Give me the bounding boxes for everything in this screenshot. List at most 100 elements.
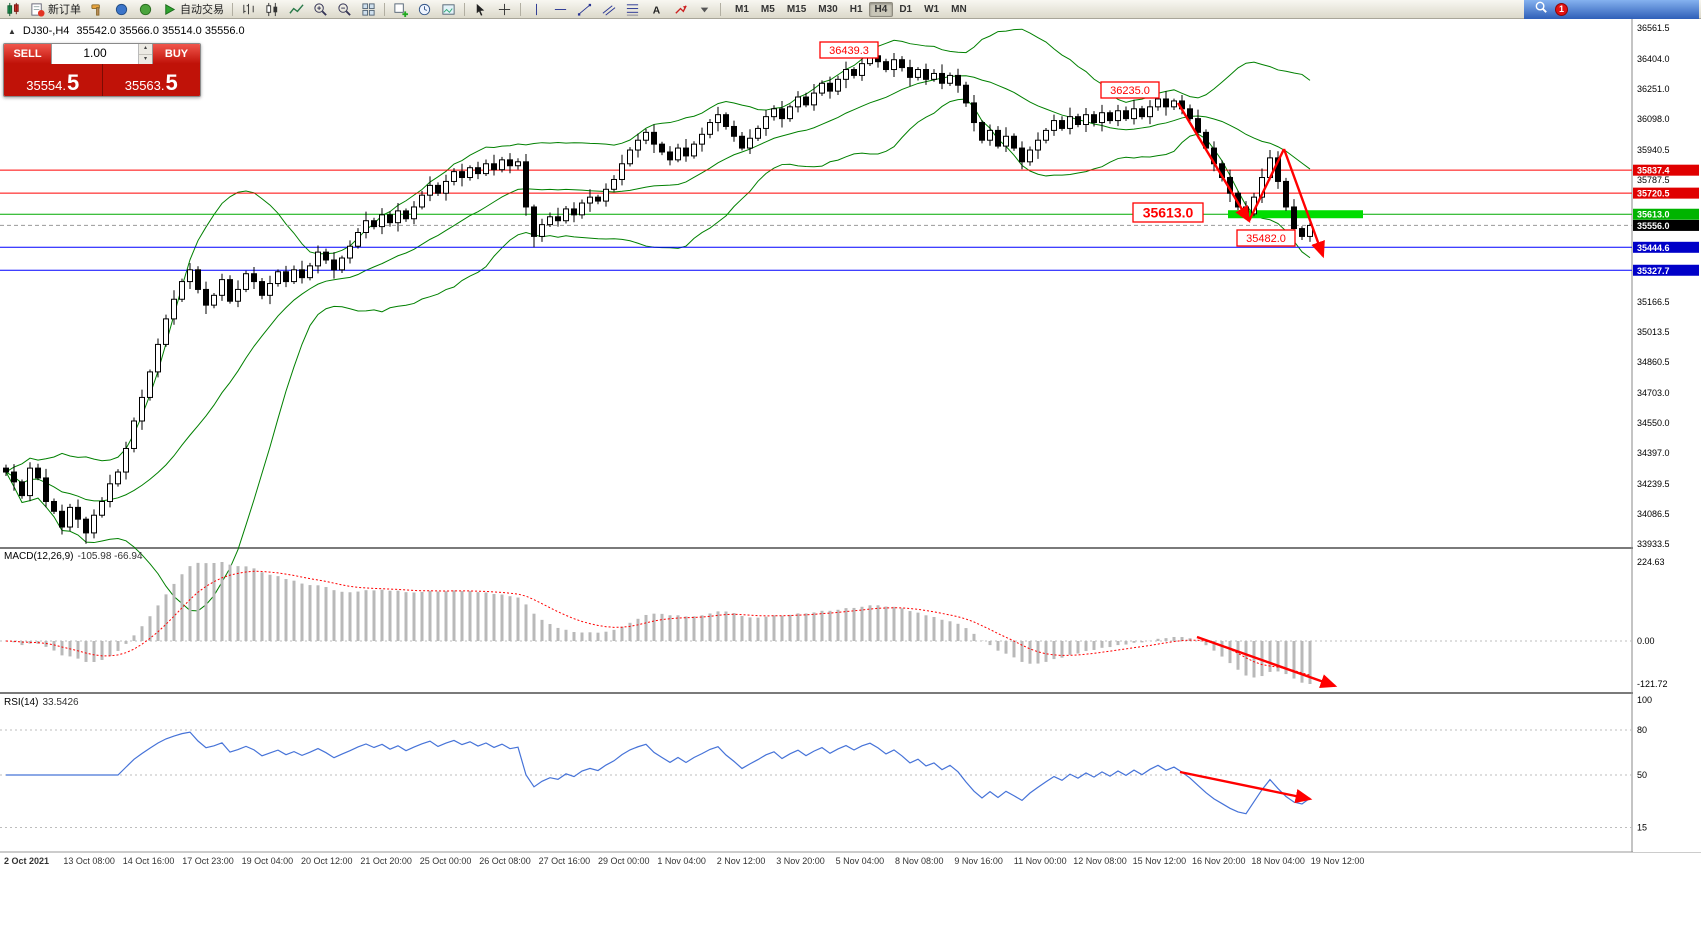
price-annotation-box[interactable] bbox=[1132, 202, 1204, 223]
buy-price[interactable]: 35563. 5 bbox=[101, 64, 201, 96]
search-icon[interactable] bbox=[1534, 0, 1549, 18]
timeframe-m5[interactable]: M5 bbox=[760, 3, 775, 15]
new-order-button[interactable]: 新订单 bbox=[26, 1, 85, 18]
timeframe-m1[interactable]: M1 bbox=[735, 3, 749, 15]
macd-values: -105.98 -66.94 bbox=[77, 551, 143, 562]
price-axis[interactable] bbox=[1633, 19, 1701, 852]
indicators-icon[interactable] bbox=[86, 1, 109, 18]
timeframe-w1[interactable]: W1 bbox=[924, 3, 940, 15]
timeframe-d1[interactable]: D1 bbox=[899, 3, 913, 15]
price-annotation-box[interactable] bbox=[1236, 229, 1296, 247]
svg-text:34086.5: 34086.5 bbox=[1637, 509, 1670, 519]
svg-text:34860.5: 34860.5 bbox=[1637, 357, 1670, 367]
svg-text:50: 50 bbox=[1637, 770, 1647, 780]
svg-text:2 Nov 12:00: 2 Nov 12:00 bbox=[717, 856, 766, 866]
channel-icon[interactable] bbox=[597, 1, 620, 18]
svg-text:100: 100 bbox=[1637, 695, 1652, 705]
svg-text:1 Nov 04:00: 1 Nov 04:00 bbox=[657, 856, 706, 866]
svg-text:11 Nov 00:00: 11 Nov 00:00 bbox=[1014, 856, 1067, 866]
svg-text:0.00: 0.00 bbox=[1637, 636, 1655, 646]
sell-price-big: 5 bbox=[67, 70, 80, 96]
svg-text:34397.0: 34397.0 bbox=[1637, 448, 1670, 458]
rsi-line bbox=[6, 731, 1311, 815]
arrows-icon[interactable] bbox=[669, 1, 692, 18]
favorites-icon[interactable] bbox=[134, 1, 157, 18]
trendline-icon[interactable] bbox=[573, 1, 596, 18]
fibonacci-icon[interactable] bbox=[621, 1, 644, 18]
trend-arrow[interactable] bbox=[1196, 635, 1338, 688]
price-annotation-box[interactable] bbox=[1100, 81, 1160, 99]
timeframe-mn[interactable]: MN bbox=[951, 3, 967, 15]
time-axis[interactable] bbox=[0, 853, 1632, 872]
trend-arrow[interactable] bbox=[1179, 770, 1313, 804]
svg-text:27 Oct 16:00: 27 Oct 16:00 bbox=[539, 856, 591, 866]
volume-up-icon[interactable]: ▴ bbox=[139, 44, 152, 55]
price-annotation-text: 36439.3 bbox=[829, 45, 869, 57]
trend-arrow[interactable] bbox=[1247, 148, 1286, 222]
timeframe-m15[interactable]: M15 bbox=[786, 3, 807, 15]
sell-price[interactable]: 35554. 5 bbox=[4, 64, 102, 96]
volume-value[interactable]: 1.00 bbox=[83, 46, 107, 60]
timeframe-h4[interactable]: H4 bbox=[868, 1, 894, 17]
toolbar-separator bbox=[464, 2, 465, 16]
svg-text:80: 80 bbox=[1637, 725, 1647, 735]
vertical-line-icon[interactable] bbox=[525, 1, 548, 18]
main-toolbar: 新订单 自动交易 A M1 M5 M15 M30 H1 H4 D1 W1 MN 1 bbox=[0, 0, 1701, 19]
autotrade-button[interactable]: 自动交易 bbox=[158, 1, 228, 18]
svg-text:35166.5: 35166.5 bbox=[1637, 297, 1670, 307]
ohlc-values: 35542.0 35566.0 35514.0 35556.0 bbox=[76, 25, 245, 37]
price-annotation-text: 35613.0 bbox=[1143, 205, 1194, 221]
volume-spin-buttons: ▴ ▾ bbox=[138, 44, 152, 64]
svg-text:15: 15 bbox=[1637, 823, 1647, 833]
svg-text:2 Oct 2021: 2 Oct 2021 bbox=[4, 856, 49, 866]
toolbar-separator bbox=[384, 2, 385, 16]
candle-chart-icon[interactable] bbox=[261, 1, 284, 18]
auto-scroll-icon[interactable] bbox=[413, 1, 436, 18]
profiles-icon[interactable] bbox=[110, 1, 133, 18]
add-chart-icon[interactable] bbox=[389, 1, 412, 18]
collapse-panel-icon[interactable]: ▲ bbox=[8, 26, 16, 36]
trend-arrow[interactable] bbox=[1282, 148, 1325, 259]
svg-text:12 Nov 08:00: 12 Nov 08:00 bbox=[1073, 856, 1127, 866]
chart-snapshot-icon[interactable] bbox=[437, 1, 460, 18]
notification-badge[interactable]: 1 bbox=[1555, 2, 1568, 16]
tile-windows-icon[interactable] bbox=[357, 1, 380, 18]
zoom-out-icon[interactable] bbox=[333, 1, 356, 18]
bar-chart-icon[interactable] bbox=[237, 1, 260, 18]
line-chart-icon[interactable] bbox=[285, 1, 308, 18]
macd-name: MACD(12,26,9) bbox=[4, 551, 74, 562]
volume-down-icon[interactable]: ▾ bbox=[139, 54, 152, 64]
buy-button[interactable]: BUY bbox=[153, 44, 200, 64]
svg-text:14 Oct 16:00: 14 Oct 16:00 bbox=[123, 856, 175, 866]
objects-dropdown-icon[interactable] bbox=[693, 1, 716, 18]
timeframe-h1[interactable]: H1 bbox=[849, 3, 863, 15]
sell-button[interactable]: SELL bbox=[4, 44, 51, 64]
toolbar-separator bbox=[520, 2, 521, 16]
timeframe-m30[interactable]: M30 bbox=[818, 3, 838, 15]
zoom-in-icon[interactable] bbox=[309, 1, 332, 18]
svg-text:34703.0: 34703.0 bbox=[1637, 388, 1670, 398]
chart-area[interactable] bbox=[0, 19, 1701, 872]
one-click-trading-panel: SELL 1.00 ▴ ▾ BUY 35554. 5 35563. 5 bbox=[3, 43, 201, 97]
svg-text:36098.0: 36098.0 bbox=[1637, 114, 1670, 124]
svg-text:224.63: 224.63 bbox=[1637, 557, 1665, 567]
svg-text:35327.7: 35327.7 bbox=[1637, 266, 1670, 276]
horizontal-line-icon[interactable] bbox=[549, 1, 572, 18]
svg-text:18 Nov 04:00: 18 Nov 04:00 bbox=[1251, 856, 1305, 866]
cursor-icon[interactable] bbox=[469, 1, 492, 18]
trend-arrow[interactable] bbox=[1176, 102, 1251, 224]
svg-text:36251.0: 36251.0 bbox=[1637, 84, 1670, 94]
svg-text:9 Nov 16:00: 9 Nov 16:00 bbox=[954, 856, 1003, 866]
svg-text:17 Oct 23:00: 17 Oct 23:00 bbox=[182, 856, 234, 866]
price-annotation-text: 35482.0 bbox=[1246, 233, 1286, 245]
svg-text:21 Oct 20:00: 21 Oct 20:00 bbox=[360, 856, 412, 866]
buy-price-big: 5 bbox=[165, 70, 178, 96]
price-annotation-box[interactable] bbox=[819, 41, 879, 59]
volume-stepper[interactable]: 1.00 ▴ ▾ bbox=[51, 44, 153, 64]
crosshair-icon[interactable] bbox=[493, 1, 516, 18]
svg-text:-121.72: -121.72 bbox=[1637, 679, 1668, 689]
svg-text:35837.4: 35837.4 bbox=[1637, 166, 1670, 176]
new-chart-icon[interactable] bbox=[2, 1, 25, 18]
text-icon[interactable]: A bbox=[645, 1, 668, 18]
